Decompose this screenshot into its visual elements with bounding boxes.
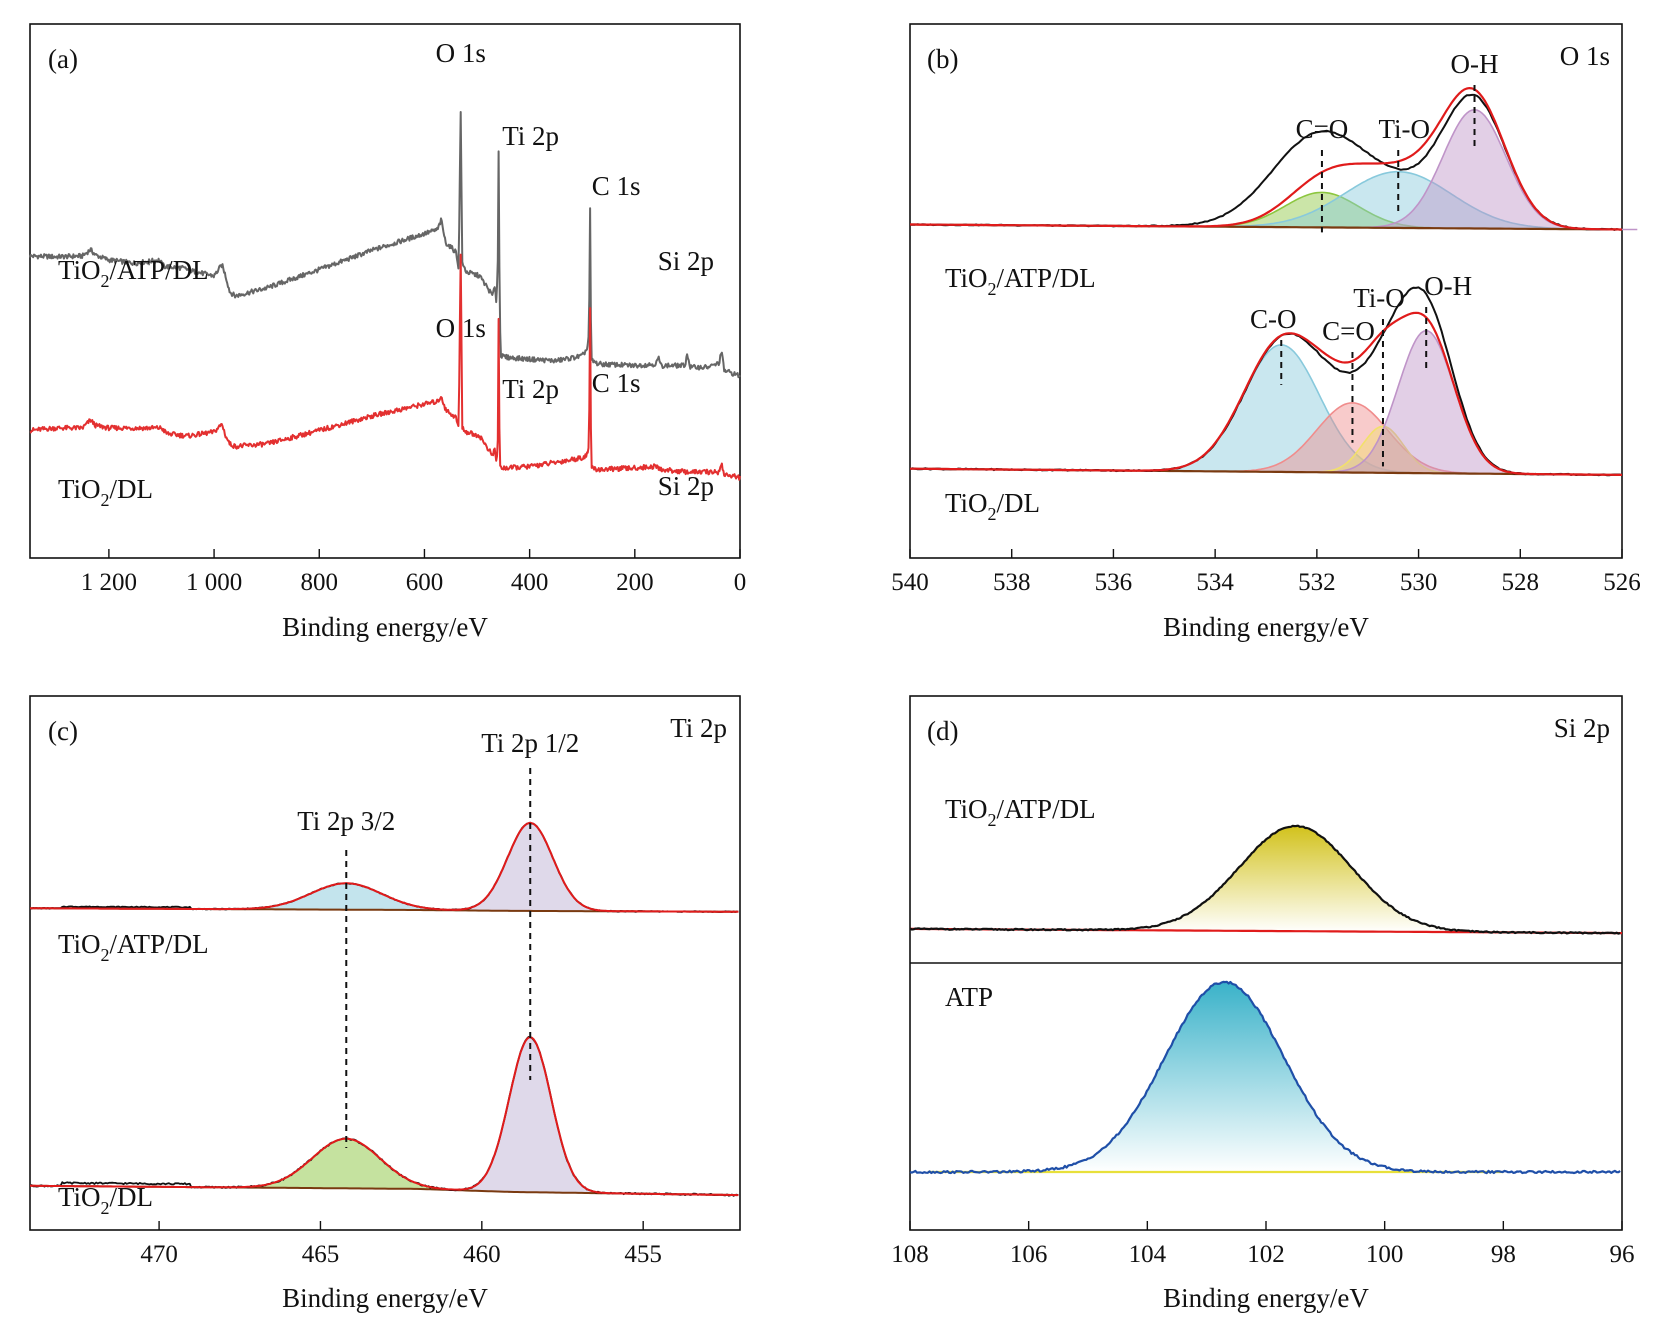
survey-line-0	[29, 111, 741, 379]
panel-a: (a) 1 200 1 000 800 600 400 200 0 Binding ener…	[29, 23, 746, 642]
x-tick-label: 98	[1491, 1241, 1516, 1268]
panel-a-peak-labels: O 1s Ti 2p C 1s Si 2p O 1s Ti 2p C 1s Si 2p	[436, 38, 714, 501]
x-tick-label: 0	[734, 569, 747, 596]
x-tick-label: 530	[1400, 569, 1438, 596]
panel-b: (b) O 1s C=O Ti-OO-HC-O C=OTi-O O-H 540 538 5…	[891, 23, 1641, 642]
x-tick-label: 460	[463, 1241, 501, 1268]
panel-c-core-level: Ti 2p	[670, 713, 727, 743]
peak-label: O 1s	[436, 313, 486, 343]
panel-b-core-level: O 1s	[1560, 41, 1610, 71]
x-tick-label: 400	[511, 569, 549, 596]
peak-label: Ti 2p	[502, 121, 559, 151]
x-tick-label: 526	[1603, 569, 1641, 596]
panel-c-sample-label-1: TiO2/ATP/DL	[58, 929, 209, 965]
peak-label: Ti 2p	[502, 374, 559, 404]
panel-b-sample-label-1: TiO2/ATP/DL	[945, 263, 1096, 299]
panel-d: (d) Si 2p 108 106 104 102 100 98 96 Binding en…	[891, 695, 1635, 1313]
peak-label: C 1s	[592, 368, 641, 398]
fitted-envelope	[30, 1036, 739, 1197]
peak-label: O-H	[1451, 49, 1499, 79]
component-peak	[1105, 826, 1484, 933]
panel-b-frame	[909, 23, 1623, 559]
panel-b-sample-label-2: TiO2/DL	[945, 488, 1040, 524]
fitted-envelope	[30, 821, 739, 913]
panel-c-spectra: Ti 2p 3/2 Ti 2p 1/2	[29, 728, 739, 1197]
x-tick-label: 1 000	[186, 569, 242, 596]
peak-label: C-O	[1250, 304, 1297, 334]
panel-a-spectra	[29, 111, 741, 481]
panel-a-sample-label-1: TiO2/ATP/DL	[58, 255, 209, 291]
x-tick-label: 538	[993, 569, 1031, 596]
component-peak	[1034, 982, 1412, 1172]
x-tick-label: 532	[1298, 569, 1336, 596]
raw-spectrum	[909, 824, 1621, 935]
peak-label: C 1s	[592, 171, 641, 201]
x-tick-label: 96	[1610, 1241, 1635, 1268]
panel-b-spectra: C=O Ti-OO-HC-O C=OTi-O O-H	[909, 49, 1638, 477]
panel-d-sample-label-1: TiO2/ATP/DL	[945, 794, 1096, 830]
panel-c-tag: (c)	[48, 716, 78, 746]
panel-a-sample-label-2: TiO2/DL	[58, 474, 153, 510]
fitted-envelope	[910, 311, 1622, 476]
x-tick-label: 800	[301, 569, 339, 596]
peak-label: O-H	[1424, 271, 1472, 301]
peak-label: Si 2p	[658, 246, 714, 276]
panel-b-x-axis-label: Binding energy/eV	[1163, 612, 1369, 642]
x-tick-label: 465	[302, 1241, 340, 1268]
panel-c-x-axis: 470 465 460 455	[140, 1221, 662, 1268]
component-peak	[232, 1137, 459, 1191]
x-tick-label: 540	[891, 569, 929, 596]
fitted-envelope	[910, 87, 1622, 231]
peak-label: Ti 2p 1/2	[481, 728, 579, 758]
x-tick-label: 528	[1502, 569, 1540, 596]
panel-c: (c) Ti 2p Ti 2p 3/2 Ti 2p 1/2 470 465 460 45…	[29, 695, 741, 1313]
panel-a-x-axis: 1 200 1 000 800 600 400 200 0	[81, 549, 746, 596]
peak-label: Ti-O	[1353, 283, 1405, 313]
x-tick-label: 106	[1010, 1241, 1048, 1268]
panel-d-sample-label-2: ATP	[945, 982, 993, 1012]
panel-b-x-axis: 540 538 536 534 532 530 528 526	[891, 549, 1641, 596]
x-tick-label: 102	[1247, 1241, 1285, 1268]
panel-a-x-axis-label: Binding energy/eV	[282, 612, 488, 642]
panel-c-x-axis-label: Binding energy/eV	[282, 1283, 488, 1313]
x-tick-label: 455	[624, 1241, 662, 1268]
panel-a-frame	[29, 23, 741, 559]
peak-label: Si 2p	[658, 471, 714, 501]
peak-label: C=O	[1296, 114, 1349, 144]
panel-d-tag: (d)	[927, 716, 958, 746]
raw-spectrum	[909, 980, 1621, 1175]
peak-label: Ti 2p 3/2	[297, 806, 395, 836]
panel-d-x-axis-label: Binding energy/eV	[1163, 1283, 1369, 1313]
x-tick-label: 200	[616, 569, 654, 596]
x-tick-label: 1 200	[81, 569, 137, 596]
panel-c-frame	[29, 695, 741, 1231]
panel-d-x-axis: 108 106 104 102 100 98 96	[891, 1221, 1635, 1268]
x-tick-label: 104	[1129, 1241, 1167, 1268]
x-tick-label: 600	[406, 569, 444, 596]
panel-d-core-level: Si 2p	[1554, 713, 1610, 743]
component-peak	[417, 1036, 642, 1195]
x-tick-label: 536	[1095, 569, 1133, 596]
x-tick-label: 534	[1196, 569, 1234, 596]
panel-b-tag: (b)	[927, 44, 958, 74]
panel-a-tag: (a)	[48, 44, 78, 74]
peak-label: Ti-O	[1378, 114, 1430, 144]
peak-label: O 1s	[436, 38, 486, 68]
peak-label: C=O	[1322, 316, 1375, 346]
survey-line-1	[29, 253, 741, 481]
panel-d-spectra	[909, 824, 1622, 1175]
x-tick-label: 100	[1366, 1241, 1404, 1268]
x-tick-label: 108	[891, 1241, 929, 1268]
x-tick-label: 470	[140, 1241, 178, 1268]
